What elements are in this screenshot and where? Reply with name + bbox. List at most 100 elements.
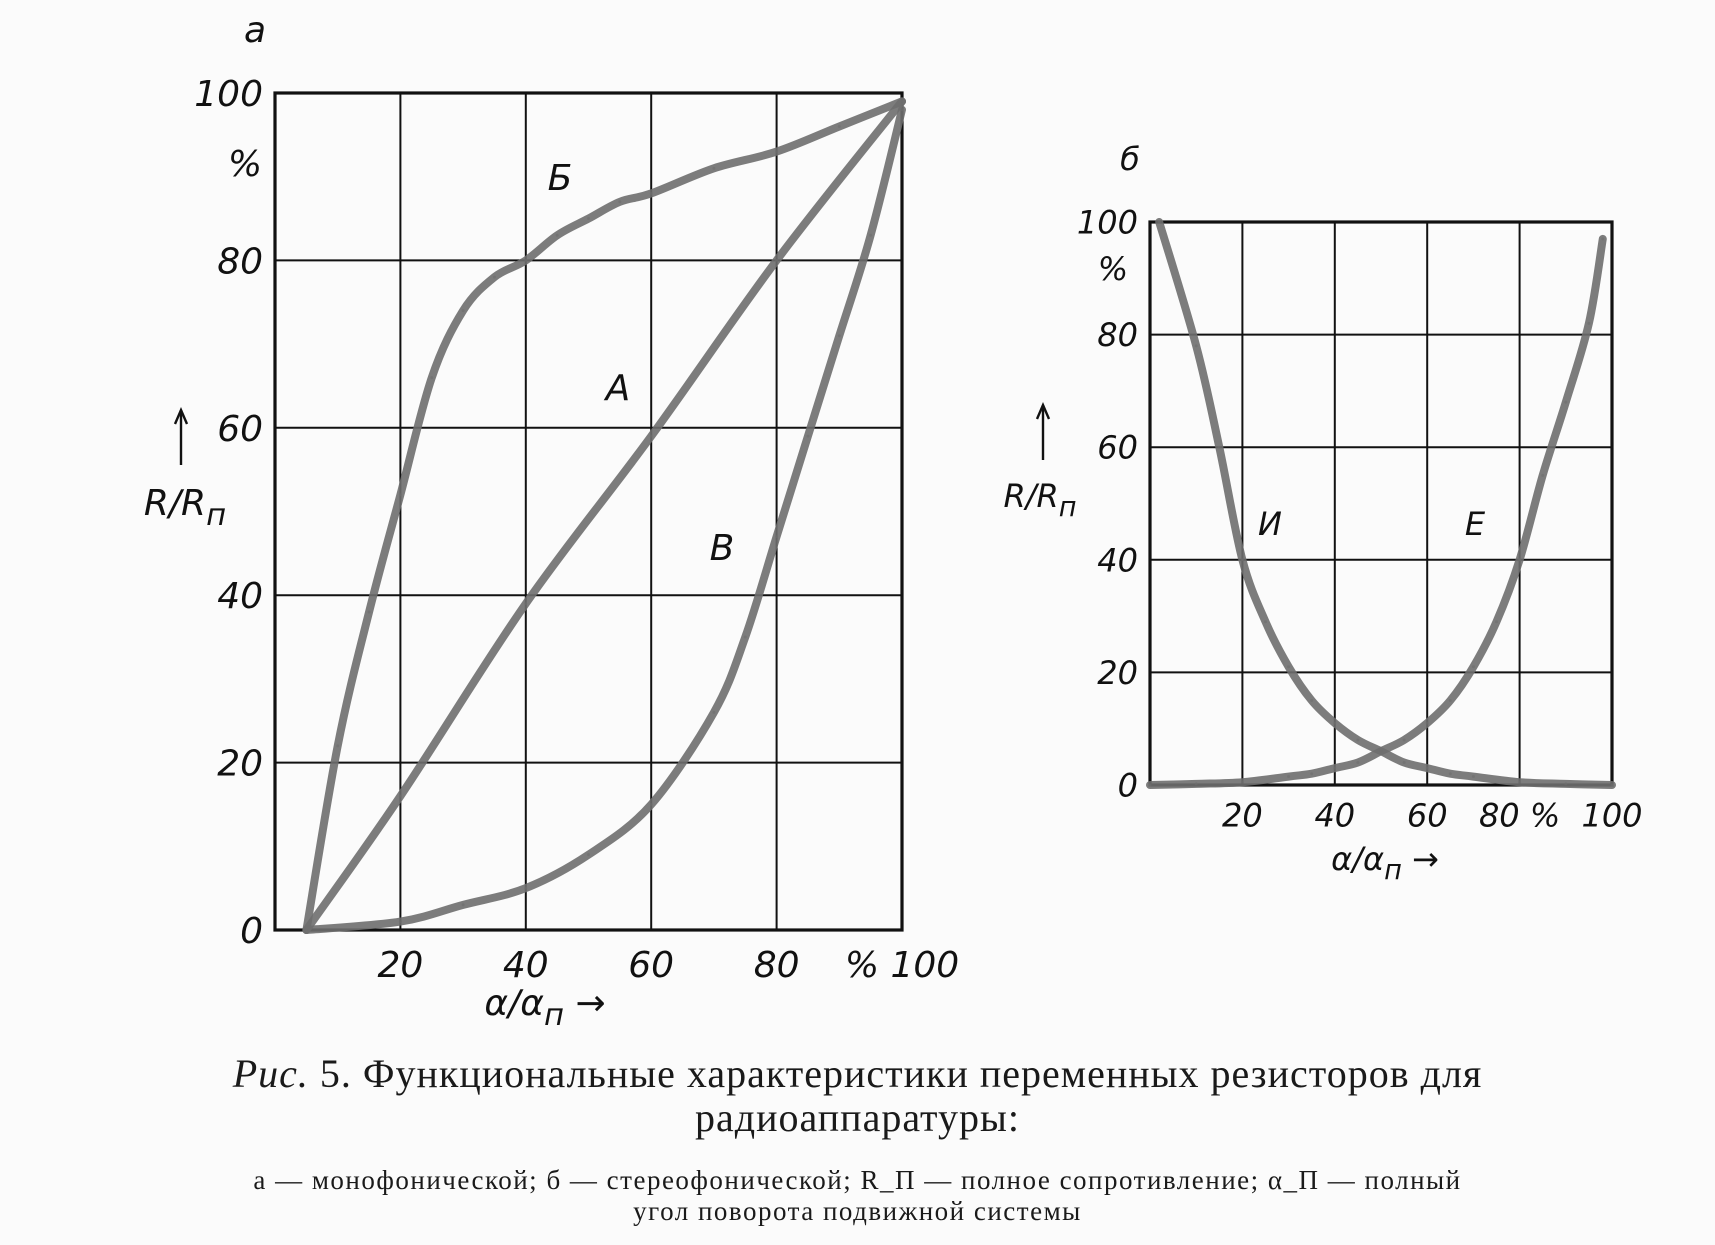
data-point (1217, 445, 1221, 449)
data-point (461, 309, 465, 313)
x-tick-label: 100 (1581, 797, 1642, 835)
data-point (304, 928, 308, 932)
data-point (900, 108, 904, 112)
data-point (1425, 766, 1429, 770)
data-point (367, 610, 371, 614)
series-line-И (1155, 218, 1616, 789)
data-point (712, 710, 716, 714)
data-point (900, 99, 904, 103)
y-tick-label: 60 (1097, 429, 1138, 467)
data-point (775, 258, 779, 262)
series-line-Е (1146, 234, 1607, 789)
curve-label: В (710, 528, 735, 569)
data-point (524, 886, 528, 890)
y-tick-label: 100 (1077, 204, 1138, 242)
figure-caption: Рис. 5. Функциональные характеристики пе… (0, 1052, 1715, 1140)
data-point (398, 920, 402, 924)
data-point (587, 217, 590, 221)
data-point (1356, 738, 1360, 742)
x-tick-label: 40 (503, 945, 549, 986)
data-point (1310, 772, 1314, 776)
data-point (1564, 400, 1568, 404)
data-point (1333, 766, 1337, 770)
series-line-В (302, 105, 906, 934)
y-tick-label: 60 (217, 409, 263, 450)
y-tick-label: 80 (217, 241, 263, 282)
data-point (1402, 760, 1406, 764)
curve-label: Е (1465, 505, 1486, 543)
grid (1150, 222, 1612, 785)
x-tick-label: 80 (754, 945, 800, 986)
plot-frame (1148, 220, 1614, 787)
panel-label: б (1120, 140, 1140, 178)
data-point (1610, 783, 1614, 787)
data-point (649, 191, 653, 195)
y-unit-label: % (1098, 250, 1128, 288)
data-point (837, 124, 841, 128)
data-point (1379, 749, 1383, 753)
x-tick-label: 60 (1407, 797, 1448, 835)
data-point (1240, 558, 1244, 562)
y-axis-arrowhead (1035, 401, 1051, 420)
x-tick-label: 60 (628, 945, 674, 986)
x-tick-label: 80 % (1479, 797, 1560, 835)
data-point (712, 166, 716, 170)
data-point (1264, 620, 1267, 624)
data-point (524, 258, 528, 262)
data-point (398, 493, 402, 497)
caption-line2: радиоаппаратуры: (695, 1095, 1020, 1140)
data-point (1495, 620, 1498, 624)
data-point (1356, 760, 1360, 764)
data-point (775, 535, 779, 539)
y-tick-label: 40 (1097, 541, 1138, 579)
y-tick-label: 20 (1097, 654, 1138, 692)
legend-line2: угол поворота подвижной системы (633, 1196, 1082, 1226)
x-tick-label: % 100 (845, 945, 959, 986)
data-point (1471, 775, 1475, 779)
y-unit-label: % (228, 144, 262, 185)
y-tick-label: 100 (194, 74, 263, 115)
x-tick-label: 20 (1222, 797, 1263, 835)
data-point (1448, 699, 1452, 703)
data-point (1601, 237, 1605, 241)
data-point (1518, 558, 1522, 562)
data-point (649, 434, 653, 438)
data-point (869, 233, 873, 237)
chart-a: 0 20 40 60 80 100 20 40 60 80 % 100% а R/Rп α/αп → Б А В (144, 10, 959, 1033)
data-point (1287, 665, 1291, 669)
data-point (430, 376, 434, 380)
data-point (1518, 780, 1522, 784)
data-point (1287, 775, 1291, 779)
x-axis-label: α/αп → (484, 983, 605, 1033)
data-point (492, 275, 496, 279)
caption-line1: Функциональные характеристики переменных… (362, 1051, 1483, 1096)
data-point (1541, 473, 1545, 477)
caption-legend: а — монофонической; б — стереофонической… (0, 1165, 1715, 1227)
data-point (1310, 699, 1314, 703)
caption-prefix: Рис. (232, 1051, 309, 1096)
data-point (1402, 738, 1406, 742)
data-point (1587, 321, 1591, 325)
data-point (775, 150, 779, 154)
data-point (524, 602, 528, 606)
y-axis-label: R/Rп (144, 483, 226, 533)
y-axis-label: R/Rп (1003, 477, 1076, 523)
curve-label: И (1258, 505, 1282, 543)
data-point (1564, 782, 1568, 786)
plot-frame (273, 91, 904, 932)
data-point (555, 233, 559, 237)
data-point (649, 802, 653, 806)
data-point (1157, 220, 1161, 224)
data-point (398, 794, 402, 798)
data-point (1148, 783, 1152, 787)
data-point (618, 200, 622, 204)
data-point (837, 334, 841, 338)
x-tick-label: 20 (377, 945, 423, 986)
y-tick-label: 0 (240, 911, 263, 952)
data-point (587, 853, 590, 857)
y-tick-label: 20 (217, 744, 263, 785)
y-tick-label: 0 (1118, 767, 1138, 805)
data-point (1471, 665, 1475, 669)
y-axis-arrowhead (173, 406, 189, 425)
